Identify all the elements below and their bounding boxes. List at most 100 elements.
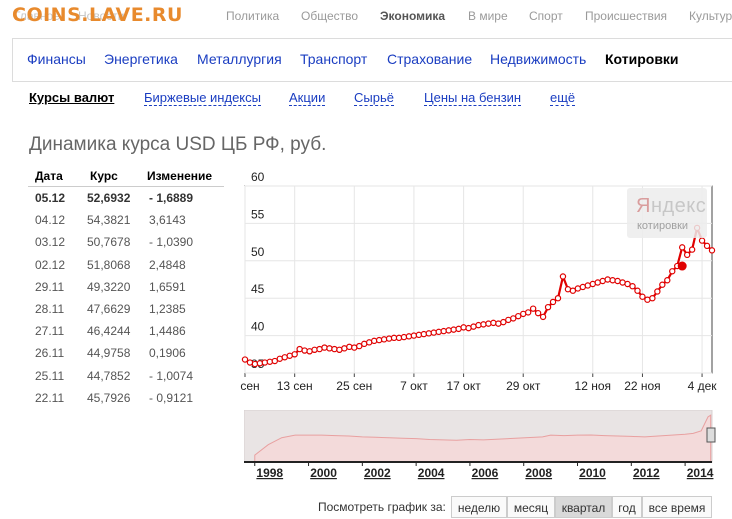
nav-item-economy[interactable]: Экономика bbox=[380, 9, 446, 23]
section-item-realty[interactable]: Недвижимость bbox=[490, 51, 587, 67]
subnav-item-commodities[interactable]: Сырьё bbox=[354, 90, 394, 106]
data-point bbox=[450, 326, 457, 333]
x-tick-label: 22 ноя bbox=[624, 379, 660, 393]
table-row: 03.12 50,7678 - 1,0390 bbox=[28, 231, 224, 253]
subnav-item-more[interactable]: ещё bbox=[550, 90, 576, 106]
row-date: 02.12 bbox=[35, 257, 66, 272]
data-point bbox=[698, 237, 706, 244]
overview-year-label: 2014 bbox=[687, 466, 714, 480]
row-change: - 1,0390 bbox=[149, 235, 194, 250]
data-point bbox=[380, 336, 388, 343]
section-item-transport[interactable]: Транспорт bbox=[300, 51, 368, 67]
row-date: 04.12 bbox=[35, 213, 66, 228]
row-rate: 50,7678 bbox=[87, 235, 131, 250]
nav-item-politics[interactable]: Политика bbox=[226, 9, 280, 23]
yandex-logo-caption: котировки bbox=[637, 220, 689, 232]
data-point bbox=[410, 332, 418, 339]
row-rate: 44,9758 bbox=[87, 346, 131, 361]
data-point bbox=[604, 276, 611, 283]
period-quarter-button[interactable]: квартал bbox=[555, 496, 612, 518]
overview-year-label: 2002 bbox=[364, 466, 391, 480]
nav-item-society[interactable]: Общество bbox=[301, 9, 359, 23]
row-change: 2,4848 bbox=[149, 257, 186, 272]
y-tick-label: 55 bbox=[251, 207, 265, 221]
nav-item-main[interactable]: Главное bbox=[14, 9, 60, 23]
data-point bbox=[678, 244, 686, 251]
section-item-insurance[interactable]: Страхование bbox=[387, 51, 473, 67]
nav-item-sport[interactable]: Спорт bbox=[529, 9, 563, 23]
table-header: Дата Курс Изменение bbox=[28, 166, 224, 187]
table-row: 02.12 51,8068 2,4848 bbox=[28, 254, 224, 276]
table-row: 28.11 47,6629 1,2385 bbox=[28, 298, 224, 320]
row-change: - 0,9121 bbox=[149, 390, 194, 405]
highlighted-point bbox=[677, 261, 687, 271]
y-tick-label: 60 bbox=[251, 170, 265, 184]
row-change: 1,2385 bbox=[149, 301, 186, 316]
data-point bbox=[649, 294, 656, 302]
data-point bbox=[440, 327, 447, 335]
nav-item-incidents[interactable]: Происшествия bbox=[585, 9, 668, 23]
data-point bbox=[435, 328, 442, 336]
data-point bbox=[529, 305, 537, 312]
data-point bbox=[261, 359, 269, 366]
data-point bbox=[405, 333, 413, 340]
data-point bbox=[425, 330, 433, 337]
data-point bbox=[326, 345, 333, 352]
overview-year-label: 2000 bbox=[310, 466, 337, 480]
data-point bbox=[515, 312, 522, 320]
data-point bbox=[609, 277, 616, 284]
nav-item-world[interactable]: В мире bbox=[468, 9, 508, 23]
period-year-button[interactable]: год bbox=[612, 496, 642, 518]
x-tick-label: 29 окт bbox=[506, 379, 541, 393]
section-navigation: Финансы Энергетика Металлургия Транспорт… bbox=[12, 38, 732, 82]
data-point bbox=[639, 293, 646, 300]
section-item-energy[interactable]: Энергетика bbox=[104, 51, 178, 67]
nav-item-news[interactable]: Новости bbox=[78, 9, 125, 23]
data-point bbox=[629, 283, 636, 290]
history-overview-chart[interactable]: 1998 2000 2002 2004 2006 2008 2010 2012 2014 bbox=[244, 410, 716, 482]
subnav-item-fuel-prices[interactable]: Цены на бензин bbox=[424, 90, 522, 106]
subnav-item-indices[interactable]: Биржевые индексы bbox=[144, 90, 261, 106]
data-point bbox=[331, 345, 338, 353]
period-all-button[interactable]: все время bbox=[642, 496, 712, 518]
row-date: 22.11 bbox=[35, 390, 65, 405]
data-point bbox=[420, 330, 428, 338]
row-date: 03.12 bbox=[35, 235, 66, 250]
row-rate: 54,3821 bbox=[87, 213, 131, 228]
overview-year-label: 2012 bbox=[633, 466, 660, 480]
period-week-button[interactable]: неделю bbox=[451, 496, 507, 518]
data-point bbox=[569, 287, 577, 294]
overview-area bbox=[254, 414, 712, 463]
row-rate: 46,4244 bbox=[87, 324, 131, 339]
table-row: 04.12 54,3821 3,6143 bbox=[28, 209, 224, 231]
data-point bbox=[251, 360, 259, 368]
row-date: 28.11 bbox=[35, 301, 65, 316]
subnav-item-stocks[interactable]: Акции bbox=[289, 90, 326, 106]
data-point bbox=[241, 356, 249, 363]
row-rate: 47,6629 bbox=[87, 301, 131, 316]
yandex-quotes-logo: Яндекс котировки bbox=[627, 188, 707, 238]
watermark-text: COINS.LAVE.RU bbox=[12, 4, 183, 26]
section-item-quotes[interactable]: Котировки bbox=[605, 51, 679, 67]
data-point bbox=[524, 309, 532, 316]
x-tick-label: 13 сен bbox=[277, 379, 313, 393]
nav-item-culture[interactable]: Культура bbox=[689, 9, 732, 23]
header-change: Изменение bbox=[147, 169, 213, 183]
subnav-item-currency[interactable]: Курсы валют bbox=[29, 90, 115, 105]
data-point bbox=[539, 313, 547, 321]
section-item-finance[interactable]: Финансы bbox=[27, 51, 86, 67]
data-point bbox=[544, 303, 552, 311]
data-point bbox=[624, 280, 631, 288]
table-row: 05.12 52,6932 - 1,6889 bbox=[28, 187, 224, 209]
section-item-metallurgy[interactable]: Металлургия bbox=[197, 51, 282, 67]
row-rate: 44,7852 bbox=[87, 368, 131, 383]
data-point bbox=[559, 273, 567, 280]
page-title: Динамика курса USD ЦБ РФ, руб. bbox=[29, 134, 327, 155]
row-date: 25.11 bbox=[35, 368, 65, 383]
period-month-button[interactable]: месяц bbox=[507, 496, 555, 518]
x-tick-label: 17 окт bbox=[446, 379, 481, 393]
overview-handle bbox=[706, 427, 716, 443]
row-date: 26.11 bbox=[35, 346, 65, 361]
row-rate: 52,6932 bbox=[87, 191, 131, 205]
row-change: 1,6591 bbox=[149, 279, 186, 294]
